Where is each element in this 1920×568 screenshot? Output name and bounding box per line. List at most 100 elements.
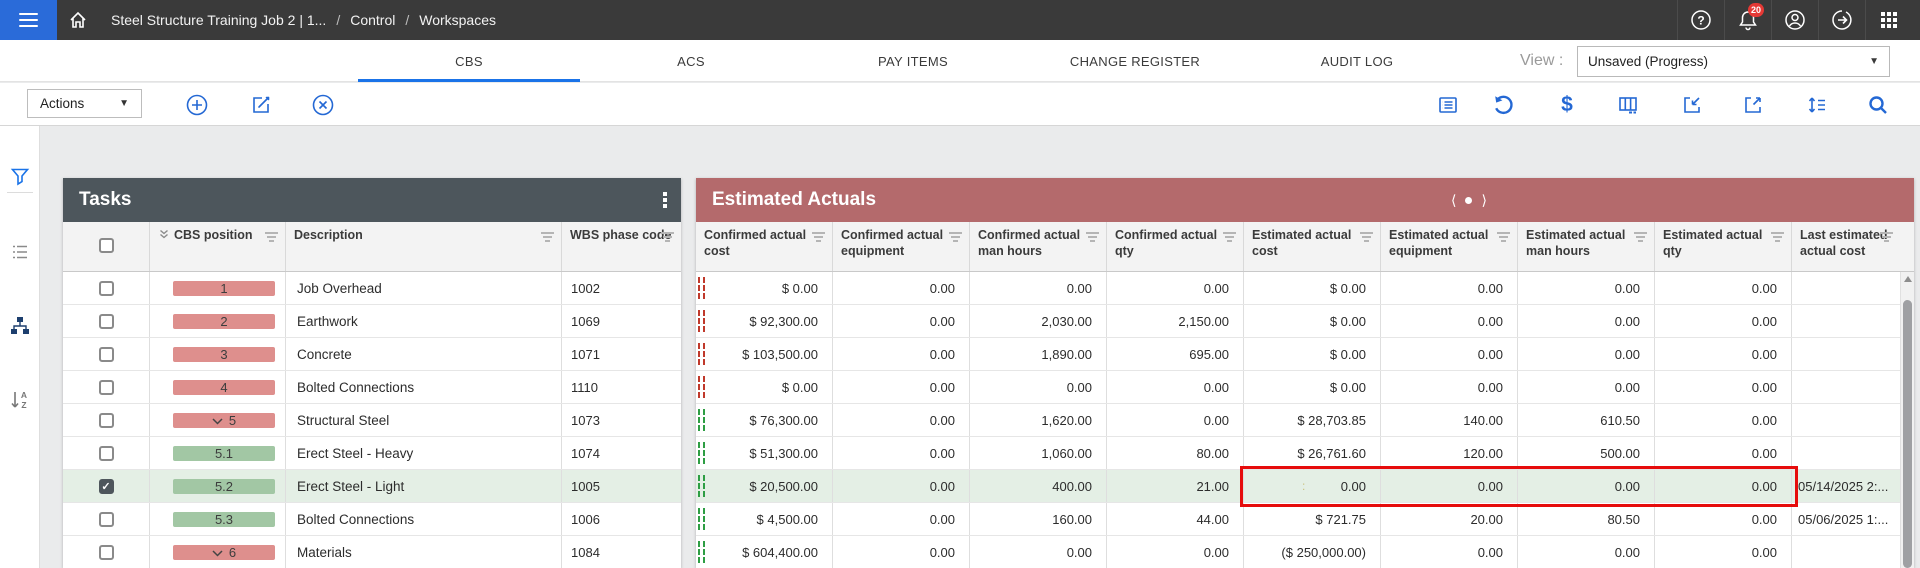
actuals-row[interactable]: $ 0.00 0.00 0.00 0.00 $ 0.00 0.00 0.00 0.00 — [696, 371, 1900, 404]
select-all-checkbox[interactable] — [98, 238, 114, 253]
breadcrumb-control[interactable]: Control — [350, 12, 396, 28]
filter-funnel-icon[interactable] — [1223, 232, 1236, 242]
column-header-estimated-actual-equipment[interactable]: Estimated actual equipment — [1381, 222, 1518, 271]
cbs-position-pill[interactable]: 4 — [173, 379, 275, 395]
carousel-dot[interactable] — [1465, 196, 1473, 204]
row-checkbox[interactable] — [98, 412, 114, 428]
add-circle-icon[interactable] — [183, 91, 211, 119]
actuals-row[interactable]: $ 51,300.00 0.00 1,060.00 80.00 $ 26,761.60 1… — [696, 437, 1900, 470]
cbs-position-pill[interactable]: 1 — [173, 280, 275, 296]
task-row[interactable]: 5.1 Erect Steel - Heavy 1074 — [63, 437, 681, 470]
task-row[interactable]: 4 Bolted Connections 1110 — [63, 371, 681, 404]
row-checkbox[interactable] — [98, 346, 114, 362]
row-checkbox[interactable] — [98, 379, 114, 395]
actuals-row[interactable]: $ 92,300.00 0.00 2,030.00 2,150.00 $ 0.00 0.0… — [696, 305, 1900, 338]
task-row[interactable]: 5.3 Bolted Connections 1006 — [63, 503, 681, 536]
actuals-row[interactable]: $ 103,500.00 0.00 1,890.00 695.00 $ 0.00 0.00… — [696, 338, 1900, 371]
kebab-menu-icon[interactable] — [663, 192, 667, 208]
column-header-estimated-actual-man-hours[interactable]: Estimated actual man hours — [1518, 222, 1655, 271]
view-list-icon[interactable] — [1434, 91, 1462, 119]
columns-icon[interactable] — [1614, 91, 1642, 119]
exit-icon[interactable] — [1818, 0, 1865, 40]
help-icon[interactable]: ? — [1677, 0, 1724, 40]
actuals-row[interactable]: $ 20,500.00 0.00 400.00 21.00: 0.00 0.00 0.00 0… — [696, 470, 1900, 503]
actuals-row[interactable]: $ 604,400.00 0.00 0.00 0.00 ($ 250,000.00) 0.… — [696, 536, 1900, 568]
vertical-scrollbar[interactable] — [1900, 272, 1914, 568]
column-header-confirmed-actual-man-hours[interactable]: Confirmed actual man hours — [970, 222, 1107, 271]
tab-acs[interactable]: ACS — [677, 53, 705, 69]
actuals-row[interactable]: $ 4,500.00 0.00 160.00 44.00 $ 721.75 20.00 80… — [696, 503, 1900, 536]
tab-cbs[interactable]: CBS — [358, 40, 580, 82]
tab-audit-log[interactable]: AUDIT LOG — [1320, 53, 1394, 69]
breadcrumb-workspaces[interactable]: Workspaces — [419, 12, 497, 28]
filter-funnel-icon[interactable] — [1497, 232, 1510, 242]
task-row[interactable]: ✓ 5.2 Erect Steel - Light 1005 — [63, 470, 681, 503]
cbs-position-pill[interactable]: 5.3 — [173, 511, 275, 527]
cbs-position-pill[interactable]: 6 — [173, 544, 275, 560]
hierarchy-icon[interactable] — [0, 308, 40, 344]
expand-chevron-icon[interactable] — [212, 545, 223, 560]
undo-icon[interactable] — [1489, 91, 1517, 119]
actions-button[interactable]: Actions ▼ — [27, 89, 142, 118]
filter-funnel-icon[interactable] — [1771, 232, 1784, 242]
task-row[interactable]: 3 Concrete 1071 — [63, 338, 681, 371]
filter-funnel-icon[interactable] — [812, 232, 825, 242]
column-header-confirmed-actual-cost[interactable]: Confirmed actual cost — [696, 222, 833, 271]
currency-icon[interactable]: $ — [1561, 93, 1573, 116]
filter-funnel-icon[interactable] — [541, 232, 554, 242]
scrollbar-thumb[interactable] — [1903, 300, 1912, 568]
column-header-confirmed-actual-equipment[interactable]: Confirmed actual equipment — [833, 222, 970, 271]
column-header-cbs-position[interactable]: CBS position — [150, 222, 286, 271]
tab-pay-items[interactable]: PAY ITEMS — [878, 53, 948, 69]
row-checkbox[interactable] — [98, 313, 114, 329]
apps-grid-icon[interactable] — [1865, 0, 1912, 40]
row-checkbox[interactable]: ✓ — [98, 478, 114, 494]
import-icon[interactable] — [1678, 91, 1706, 119]
carousel-next-icon[interactable]: ⟩ — [1481, 191, 1487, 208]
edit-icon[interactable] — [247, 91, 275, 119]
expand-chevron-icon[interactable] — [212, 413, 223, 428]
task-row[interactable]: 1 Job Overhead 1002 — [63, 272, 681, 305]
account-icon[interactable] — [1771, 0, 1818, 40]
actuals-row[interactable]: $ 76,300.00 0.00 1,620.00 0.00 $ 28,703.85 14… — [696, 404, 1900, 437]
actuals-row[interactable]: $ 0.00 0.00 0.00 0.00 $ 0.00 0.00 0.00 0.00 — [696, 272, 1900, 305]
column-header-description[interactable]: Description — [286, 222, 562, 271]
task-row[interactable]: 2 Earthwork 1069 — [63, 305, 681, 338]
notifications-icon[interactable]: 20 — [1724, 0, 1771, 40]
row-checkbox[interactable] — [98, 544, 114, 560]
row-checkbox[interactable] — [98, 445, 114, 461]
search-icon[interactable] — [1864, 91, 1892, 119]
row-checkbox[interactable] — [98, 280, 114, 296]
cbs-position-pill[interactable]: 2 — [173, 313, 275, 329]
task-row[interactable]: 5 Structural Steel 1073 — [63, 404, 681, 437]
cbs-position-pill[interactable]: 5 — [173, 412, 275, 428]
column-header-last-estimated-actual-cost[interactable]: Last estimated actual cost — [1792, 222, 1900, 271]
column-header-wbs-phase-code[interactable]: WBS phase code — [562, 222, 681, 271]
menu-icon[interactable] — [0, 0, 57, 40]
scrollbar-up-icon[interactable] — [1904, 276, 1912, 282]
filter-funnel-icon[interactable] — [265, 232, 278, 242]
cbs-position-pill[interactable]: 5.2 — [173, 478, 275, 494]
cancel-circle-icon[interactable] — [309, 91, 337, 119]
home-icon[interactable] — [57, 0, 99, 40]
task-row[interactable]: 6 Materials 1084 — [63, 536, 681, 568]
filter-funnel-icon[interactable] — [1360, 232, 1373, 242]
filter-funnel-icon[interactable] — [1634, 232, 1647, 242]
view-select[interactable]: Unsaved (Progress) ▼ — [1577, 46, 1890, 77]
cbs-position-pill[interactable]: 3 — [173, 346, 275, 362]
filter-funnel-icon[interactable] — [661, 232, 674, 242]
column-header-estimated-actual-qty[interactable]: Estimated actual qty — [1655, 222, 1792, 271]
row-checkbox[interactable] — [98, 511, 114, 527]
column-header-confirmed-actual-qty[interactable]: Confirmed actual qty — [1107, 222, 1244, 271]
export-icon[interactable] — [1739, 91, 1767, 119]
cbs-position-pill[interactable]: 5.1 — [173, 445, 275, 461]
filter-funnel-icon[interactable] — [1086, 232, 1099, 242]
filter-icon[interactable] — [0, 158, 40, 194]
filter-funnel-icon[interactable] — [1880, 232, 1893, 242]
row-height-icon[interactable] — [1803, 91, 1831, 119]
carousel-prev-icon[interactable]: ⟨ — [1451, 191, 1457, 208]
filter-funnel-icon[interactable] — [949, 232, 962, 242]
breadcrumb-project[interactable]: Steel Structure Training Job 2 | 1... — [111, 12, 327, 28]
tab-change-register[interactable]: CHANGE REGISTER — [1069, 53, 1201, 69]
column-header-estimated-actual-cost[interactable]: Estimated actual cost — [1244, 222, 1381, 271]
